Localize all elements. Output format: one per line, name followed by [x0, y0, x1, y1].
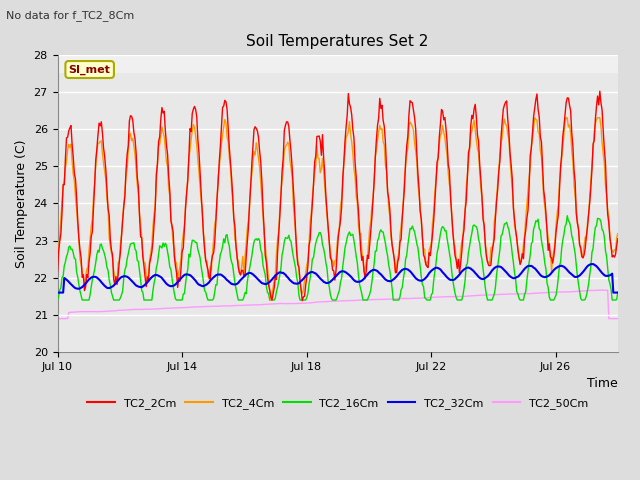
TC2_32Cm: [320, 279, 328, 285]
TC2_4Cm: [321, 184, 328, 190]
TC2_32Cm: [614, 290, 621, 296]
TC2_2Cm: [596, 88, 604, 94]
TC2_50Cm: [54, 316, 61, 322]
TC2_32Cm: [357, 278, 365, 284]
TC2_4Cm: [358, 247, 365, 253]
Title: Soil Temperatures Set 2: Soil Temperatures Set 2: [246, 34, 429, 49]
TC2_16Cm: [602, 248, 609, 253]
Bar: [58, 55, 618, 73]
TC2_32Cm: [513, 274, 520, 280]
Line: TC2_4Cm: TC2_4Cm: [58, 118, 618, 300]
TC2_16Cm: [323, 265, 331, 271]
Line: TC2_2Cm: TC2_2Cm: [58, 91, 618, 301]
TC2_16Cm: [614, 289, 621, 295]
TC2_32Cm: [323, 280, 331, 286]
TC2_4Cm: [54, 253, 61, 259]
TC2_16Cm: [563, 213, 571, 218]
TC2_2Cm: [603, 191, 611, 196]
TC2_50Cm: [604, 287, 612, 293]
TC2_4Cm: [324, 226, 332, 231]
TC2_32Cm: [589, 261, 597, 267]
TC2_4Cm: [514, 245, 522, 251]
TC2_50Cm: [357, 297, 365, 303]
TC2_16Cm: [320, 246, 328, 252]
TC2_4Cm: [267, 298, 275, 303]
TC2_50Cm: [614, 316, 621, 322]
TC2_2Cm: [324, 224, 332, 230]
TC2_4Cm: [603, 192, 611, 197]
Line: TC2_50Cm: TC2_50Cm: [58, 290, 618, 319]
TC2_32Cm: [54, 290, 61, 296]
TC2_50Cm: [320, 299, 328, 305]
TC2_16Cm: [513, 289, 520, 295]
TC2_32Cm: [602, 273, 609, 279]
TC2_16Cm: [357, 287, 365, 292]
TC2_50Cm: [323, 299, 331, 304]
TC2_2Cm: [388, 242, 396, 248]
TC2_2Cm: [321, 170, 328, 176]
TC2_50Cm: [600, 288, 608, 293]
TC2_2Cm: [514, 247, 522, 252]
TC2_2Cm: [358, 257, 365, 263]
Legend: TC2_2Cm, TC2_4Cm, TC2_16Cm, TC2_32Cm, TC2_50Cm: TC2_2Cm, TC2_4Cm, TC2_16Cm, TC2_32Cm, TC…: [83, 394, 593, 413]
Y-axis label: Soil Temperature (C): Soil Temperature (C): [15, 139, 28, 267]
Line: TC2_32Cm: TC2_32Cm: [58, 264, 618, 293]
TC2_2Cm: [54, 269, 61, 275]
TC2_50Cm: [513, 291, 520, 297]
TC2_4Cm: [531, 115, 538, 120]
TC2_4Cm: [614, 231, 621, 237]
TC2_50Cm: [387, 296, 395, 302]
TC2_4Cm: [388, 242, 396, 248]
Line: TC2_16Cm: TC2_16Cm: [58, 216, 618, 300]
TC2_2Cm: [298, 298, 306, 304]
TC2_32Cm: [387, 278, 395, 284]
TC2_16Cm: [387, 276, 395, 282]
TC2_16Cm: [54, 297, 61, 303]
Text: SI_met: SI_met: [68, 64, 111, 75]
Text: No data for f_TC2_8Cm: No data for f_TC2_8Cm: [6, 10, 134, 21]
X-axis label: Time: Time: [587, 377, 618, 390]
TC2_2Cm: [614, 236, 621, 241]
